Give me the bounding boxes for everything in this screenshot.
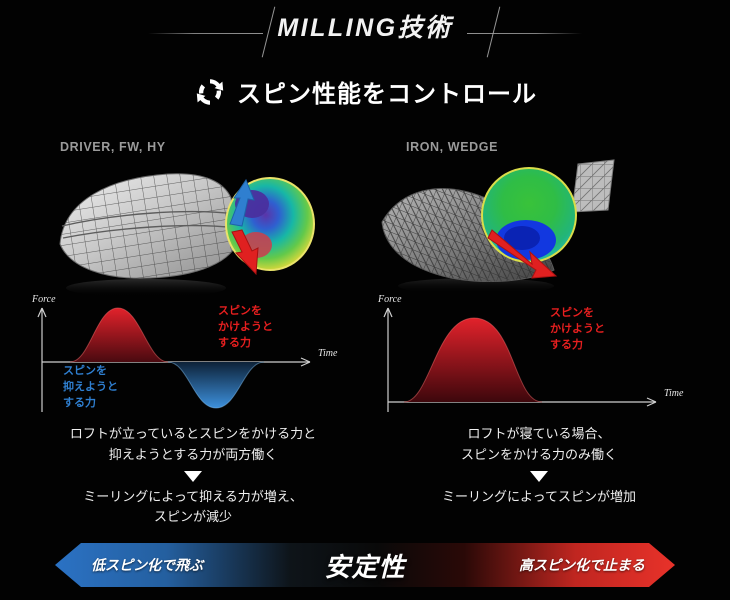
description-iron-bottom: ミーリングによってスピンが増加 — [442, 488, 636, 504]
description-driver-bottom: ミーリングによって抑える力が増え、 スピンが減少 — [83, 488, 303, 525]
header-rule-left — [148, 33, 263, 34]
chart-iron-x-label: Time — [664, 388, 684, 399]
chart-driver-y-label: Force — [31, 294, 56, 305]
description-driver-top: ロフトが立っているとスピンをかける力と 抑えようとする力が両方働く — [69, 426, 317, 462]
category-label-iron: IRON, WEDGE — [406, 140, 499, 154]
chart-iron-y-label: Force — [377, 294, 402, 305]
column-driver: DRIVER, FW, HY — [18, 132, 368, 532]
bar-label-high-spin: 高スピン化で止まる — [519, 557, 645, 573]
column-iron: IRON, WEDGE — [364, 132, 714, 532]
chart-driver-x-label: Time — [318, 348, 338, 359]
chart-iron: Force Time スピンを かけようと する力 — [364, 290, 714, 418]
subtitle-text: スピン性能をコントロール — [237, 81, 537, 108]
bar-label-low-spin: 低スピン化で飛ぶ — [91, 557, 203, 573]
description-iron: ロフトが寝ている場合、 スピンをかける力のみ働く ミーリングによってスピンが増加 — [364, 424, 714, 507]
chart-driver: Force Time スピンを かけようと する力 スピンを 抑えようと する力 — [18, 290, 368, 418]
page-title: MILLING技術 — [277, 14, 453, 42]
up-arrow — [229, 178, 255, 227]
bar-label-stability: 安定性 — [324, 551, 406, 582]
category-label-driver: DRIVER, FW, HY — [60, 140, 166, 154]
arrow-down-triangle-icon — [530, 470, 548, 482]
spin-rotate-icon — [193, 75, 227, 109]
subtitle-row: スピン性能をコントロール — [0, 74, 730, 109]
header-rule-right — [467, 33, 582, 34]
down-arrow — [231, 229, 259, 276]
description-driver: ロフトが立っているとスピンをかける力と 抑えようとする力が両方働く ミーリングに… — [18, 424, 368, 528]
chart-iron-note-red: スピンを かけようと する力 — [550, 307, 605, 351]
iron-head-impact-simulation — [364, 152, 714, 297]
down-arrow — [487, 229, 558, 279]
arrow-down-triangle-icon — [184, 470, 202, 482]
driver-head-impact-simulation — [18, 152, 368, 297]
header: MILLING技術 — [0, 0, 730, 62]
chart-driver-note-blue: スピンを 抑えようと する力 — [63, 365, 118, 409]
chart-driver-note-red: スピンを かけようと する力 — [218, 305, 273, 349]
spin-spectrum-bar: 低スピン化で飛ぶ 安定性 高スピン化で止まる — [55, 543, 675, 587]
description-iron-top: ロフトが寝ている場合、 スピンをかける力のみ働く — [460, 426, 617, 462]
